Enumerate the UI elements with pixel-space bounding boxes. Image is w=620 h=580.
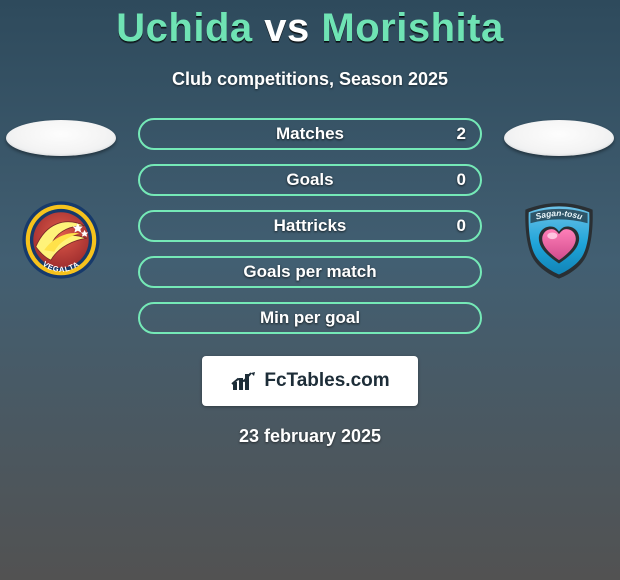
stat-value: 0 (457, 216, 466, 236)
title-vs: vs (264, 6, 310, 50)
stat-value: 0 (457, 170, 466, 190)
watermark: FcTables.com (202, 356, 418, 406)
stat-row-goals-per-match: Goals per match (138, 256, 482, 288)
bar-chart-icon (230, 370, 258, 392)
update-date: 23 february 2025 (0, 426, 620, 447)
vegalta-crest-svg: VEGALTA (11, 198, 111, 282)
title-player2: Morishita (321, 6, 503, 50)
stat-label: Goals per match (243, 262, 376, 282)
stat-label: Matches (276, 124, 344, 144)
stat-label: Goals (286, 170, 333, 190)
page-title: Uchida vs Morishita (0, 0, 620, 51)
stat-row-hattricks: Hattricks 0 (138, 210, 482, 242)
stats-list: Matches 2 Goals 0 Hattricks 0 Goals per … (138, 118, 482, 334)
club-crest-left: VEGALTA (11, 198, 111, 282)
stat-row-matches: Matches 2 (138, 118, 482, 150)
sagantosu-crest-svg: Sagan-tosu (509, 198, 609, 282)
watermark-text: FcTables.com (264, 370, 389, 392)
stat-row-goals: Goals 0 (138, 164, 482, 196)
club-crest-right: Sagan-tosu (509, 198, 609, 282)
player-left-column: VEGALTA (6, 120, 116, 282)
player-right-column: Sagan-tosu (504, 120, 614, 282)
player-right-photo (504, 120, 614, 156)
subtitle: Club competitions, Season 2025 (0, 69, 620, 90)
stat-label: Hattricks (274, 216, 347, 236)
stat-row-min-per-goal: Min per goal (138, 302, 482, 334)
stat-label: Min per goal (260, 308, 360, 328)
title-player1: Uchida (116, 6, 252, 50)
stat-value: 2 (457, 124, 466, 144)
player-left-photo (6, 120, 116, 156)
